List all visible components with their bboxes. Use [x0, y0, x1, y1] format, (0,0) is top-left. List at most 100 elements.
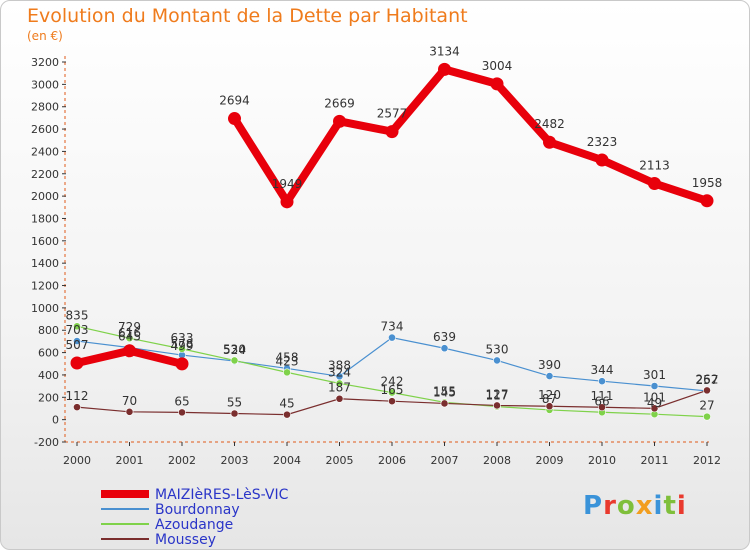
data-label: 45 [279, 397, 294, 411]
data-point-moussey [388, 397, 396, 406]
data-point-maizieres [385, 125, 399, 139]
y-tick-label: 2800 [31, 101, 59, 114]
logo-letter: i [653, 491, 664, 521]
data-label: 2113 [639, 158, 670, 172]
data-label: 1958 [692, 176, 723, 190]
data-point-bourdonnay [73, 337, 81, 345]
data-point-azoudange [125, 334, 134, 343]
data-label: 388 [328, 358, 351, 372]
data-label: 2577 [377, 107, 408, 121]
x-tick-label: 2006 [378, 454, 406, 467]
data-point-maizieres [70, 356, 84, 370]
data-label: 524 [223, 343, 246, 357]
data-point-azoudange [388, 388, 396, 397]
data-label: 835 [66, 308, 89, 322]
data-point-bourdonnay [388, 333, 396, 342]
data-point-moussey [598, 403, 606, 412]
data-label: 187 [328, 381, 351, 395]
data-label: 242 [381, 375, 404, 389]
data-label: 27 [699, 399, 714, 413]
data-point-maizieres [175, 357, 189, 371]
x-tick-label: 2000 [63, 454, 91, 467]
y-tick-label: 200 [38, 391, 59, 404]
data-point-azoudange [178, 344, 186, 353]
data-label: 87 [542, 392, 557, 406]
y-tick-label: 2600 [31, 123, 59, 136]
x-tick-label: 2003 [221, 454, 249, 467]
y-tick-label: 600 [38, 347, 59, 360]
y-tick-label: 3200 [31, 56, 59, 69]
data-point-azoudange [335, 379, 344, 388]
y-tick-label: 400 [38, 369, 59, 382]
y-tick-label: 3000 [31, 78, 59, 91]
y-tick-label: 1600 [31, 235, 59, 248]
data-label: 633 [171, 331, 194, 345]
data-label: 616 [118, 326, 141, 340]
data-label: 507 [66, 338, 89, 352]
data-point-maizieres [333, 114, 346, 128]
data-label: 530 [486, 342, 509, 356]
y-tick-label: 1200 [31, 280, 59, 293]
legend-label-moussey: Moussey [155, 532, 216, 548]
data-point-maizieres [438, 62, 451, 76]
data-label: 344 [591, 363, 614, 377]
data-label: 145 [433, 385, 456, 399]
y-tick-label: 1800 [31, 212, 59, 225]
data-label: 2482 [534, 117, 565, 131]
y-tick-label: 1400 [31, 257, 59, 270]
chart-unit: (en €) [27, 29, 63, 43]
data-label: 49 [647, 396, 662, 410]
data-label: 301 [643, 368, 666, 382]
data-point-bourdonnay [650, 382, 659, 390]
data-label: 3134 [429, 44, 460, 58]
data-label: 55 [227, 396, 242, 410]
data-point-moussey [230, 409, 239, 418]
data-label: 324 [328, 365, 351, 379]
data-point-moussey [283, 410, 291, 419]
data-label: 66 [594, 394, 609, 408]
y-tick-label: 0 [52, 414, 59, 427]
legend-label-azoudange: Azoudange [155, 517, 233, 533]
data-point-maizieres [123, 344, 136, 358]
data-label: 423 [276, 354, 299, 368]
data-label: 2669 [324, 96, 355, 110]
y-tick-label: 800 [38, 324, 59, 337]
data-label: 734 [381, 320, 404, 334]
data-point-moussey [335, 394, 344, 403]
data-label: 499 [171, 339, 194, 353]
data-point-maizieres [648, 176, 661, 190]
legend-label-maizi-res-l-s-vic: MAIZIèRES-LèS-VIC [155, 487, 289, 503]
data-label: 262 [696, 372, 719, 386]
data-point-azoudange [73, 322, 81, 331]
data-point-moussey [545, 402, 554, 411]
series-line-maizieres [230, 65, 711, 206]
x-tick-label: 2008 [483, 454, 511, 467]
y-tick-label: -200 [34, 436, 59, 449]
x-tick-label: 2009 [536, 454, 564, 467]
data-label: 390 [538, 358, 561, 372]
data-point-maizieres [490, 77, 504, 91]
data-label: 645 [118, 330, 141, 344]
x-tick-label: 2004 [273, 454, 301, 467]
data-label: 101 [643, 390, 666, 404]
data-label: 530 [223, 342, 246, 356]
data-label: 639 [433, 330, 456, 344]
x-tick-label: 2002 [168, 454, 196, 467]
data-label: 155 [433, 384, 456, 398]
logo-letter: x [635, 491, 654, 521]
data-point-moussey [440, 399, 449, 408]
y-tick-label: 2400 [31, 145, 59, 158]
data-point-maizieres [543, 135, 556, 149]
data-point-bourdonnay [598, 377, 606, 386]
data-label: 127 [486, 387, 509, 401]
logo-letter: t [663, 491, 677, 521]
data-label: 578 [171, 337, 194, 351]
data-point-moussey [493, 401, 501, 410]
data-label: 1949 [272, 177, 303, 191]
chart-title: Evolution du Montant de la Dette par Hab… [27, 5, 468, 27]
x-tick-label: 2011 [641, 454, 669, 467]
data-point-moussey [650, 404, 659, 413]
x-tick-label: 2012 [693, 454, 721, 467]
